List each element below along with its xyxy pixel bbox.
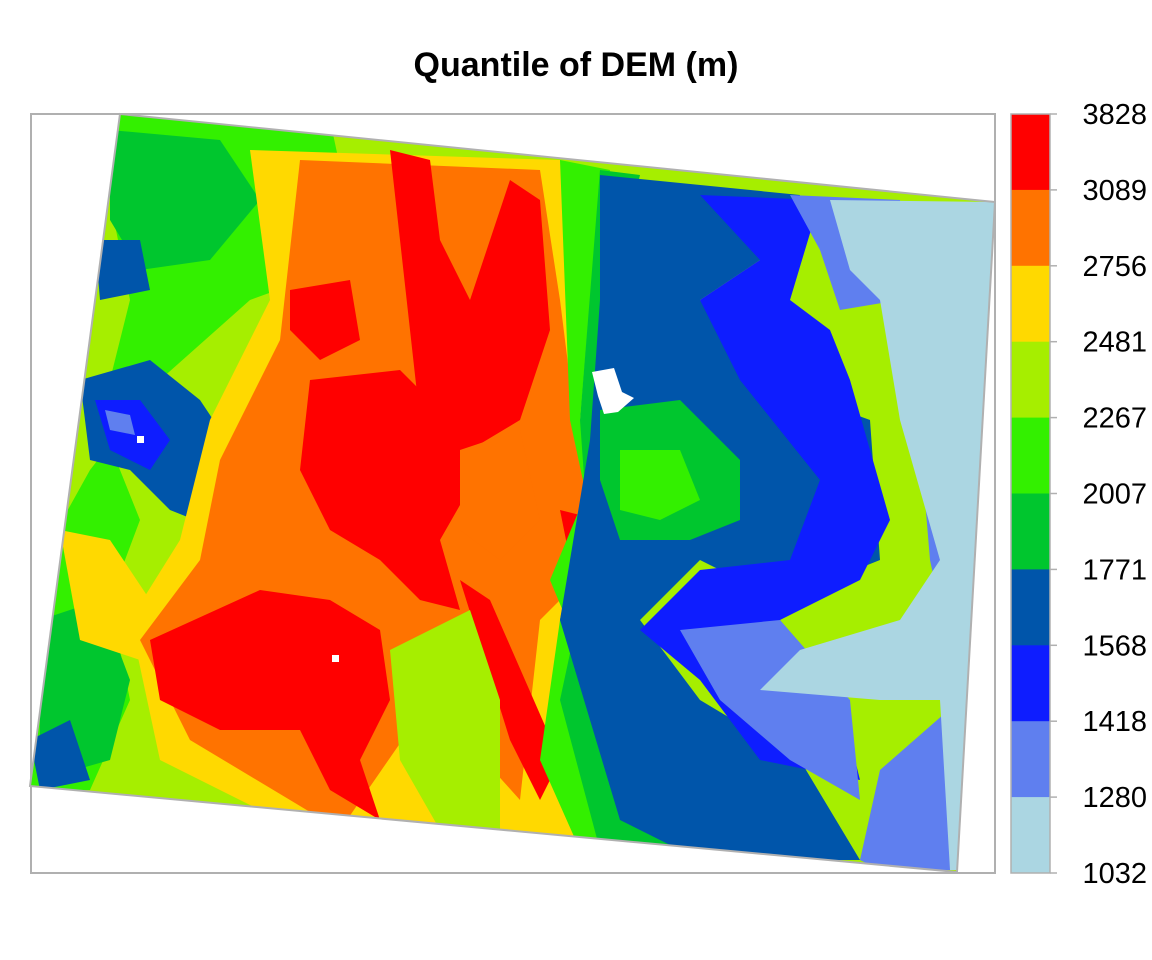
legend-break-label: 2756	[1082, 251, 1147, 283]
legend-break-label: 1280	[1082, 782, 1147, 814]
zone-navy-northwest	[95, 240, 150, 300]
legend-swatch	[1011, 493, 1050, 570]
legend-break-label: 1418	[1082, 706, 1147, 738]
map-title: Quantile of DEM (m)	[413, 46, 739, 84]
legend-swatch	[1011, 265, 1050, 343]
legend-break-label: 1032	[1082, 858, 1147, 890]
legend-swatch	[1011, 189, 1050, 267]
elevation-raster	[30, 114, 995, 872]
zone-navy-southwest	[30, 720, 90, 790]
zone-green-pikes	[620, 450, 700, 520]
zone-red-southwest	[150, 590, 390, 820]
legend-break-label: 2007	[1082, 479, 1147, 511]
legend-break-label: 2267	[1082, 403, 1147, 435]
legend-swatch	[1011, 341, 1050, 419]
plot-frame	[30, 113, 996, 874]
legend-swatch	[1011, 721, 1050, 798]
state-outline	[28, 112, 997, 874]
zone-yellow-west	[60, 530, 150, 660]
legend-swatch	[1011, 797, 1050, 874]
legend-break-label: 3089	[1082, 175, 1147, 207]
legend-break-label: 3828	[1082, 99, 1147, 131]
zone-red-north	[390, 150, 550, 450]
nodata-cell-south	[332, 655, 339, 662]
zone-red-northcentral	[290, 280, 360, 360]
legend-swatch	[1011, 417, 1050, 494]
legend-break-label: 1771	[1082, 554, 1147, 586]
legend-swatch	[1011, 645, 1050, 722]
zone-red-south-ridge	[460, 580, 560, 800]
legend-labels: 3828 3089 2756 2481 2267 2007 1771 1568 1418 1280…	[1050, 99, 1147, 890]
zone-lime-sanluis	[390, 610, 500, 830]
zone-periwinkle-west	[105, 410, 135, 435]
zone-lightblue-east	[760, 200, 995, 870]
legend-swatch	[1011, 569, 1050, 646]
nodata-patch-denver	[592, 368, 634, 414]
zone-darkgreen-northwest	[110, 130, 260, 270]
legend-break-label: 2481	[1082, 327, 1147, 359]
nodata-cell-west	[137, 436, 144, 443]
legend-swatch	[1011, 114, 1050, 191]
zone-red-central	[300, 370, 480, 610]
zone-orange-park	[460, 430, 540, 560]
legend-color-bar	[1011, 114, 1050, 874]
legend-break-label: 1568	[1082, 630, 1147, 662]
